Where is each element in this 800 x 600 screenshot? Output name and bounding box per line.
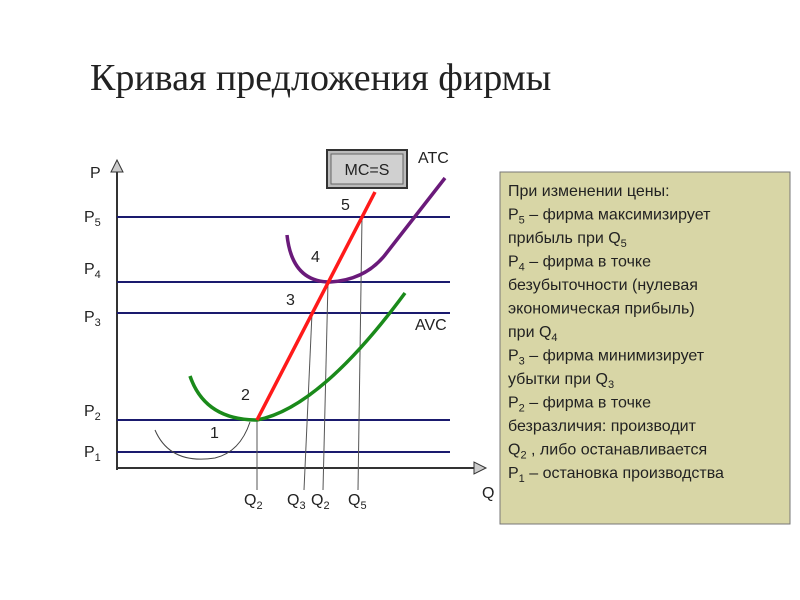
note-text: При изменении цены:	[508, 183, 670, 200]
label-base: P	[84, 444, 95, 461]
note-line: P4 – фирма в точке	[508, 254, 651, 274]
note-box	[499, 171, 791, 525]
y-arrow	[110, 158, 124, 173]
label-base: P	[84, 403, 95, 420]
label-base: Q	[244, 492, 256, 509]
note-text: P	[508, 465, 519, 482]
quantity-label: Q2	[311, 492, 330, 512]
note-text: – фирма минимизирует	[525, 348, 705, 365]
label-sub: 5	[95, 217, 101, 229]
note-line: При изменении цены:	[508, 183, 670, 200]
drop-lines	[256, 216, 363, 491]
note-text: при Q	[508, 324, 551, 341]
note-text: P	[508, 254, 519, 271]
note-line: при Q4	[508, 324, 558, 344]
label-sub: 3	[95, 317, 101, 329]
avc-curve	[188, 291, 407, 422]
note-text: безразличия: производит	[508, 418, 697, 435]
note-text: убытки при Q	[508, 371, 608, 388]
note-sub: 4	[551, 332, 557, 344]
note-line: Q2 , либо останавливается	[508, 442, 707, 462]
note-text: безубыточности (нулевая	[508, 277, 698, 294]
drop-line	[357, 216, 363, 491]
label-base: P	[84, 309, 95, 326]
shutdown-curve	[154, 421, 251, 460]
note-sub: 3	[608, 379, 614, 391]
note-text: P	[508, 348, 519, 365]
point-number: 4	[311, 249, 320, 266]
point-number: 3	[286, 292, 295, 309]
quantity-label: Q5	[348, 492, 367, 512]
note-line: убытки при Q3	[508, 371, 614, 391]
mc-curve	[255, 191, 377, 421]
label-base: Q	[311, 492, 323, 509]
price-lines	[117, 216, 450, 453]
label-sub: 3	[299, 500, 305, 512]
note-sub: 4	[519, 262, 525, 274]
note-text: прибыль при Q	[508, 230, 621, 247]
note-line: P5 – фирма максимизирует	[508, 207, 711, 227]
atc-curve	[285, 176, 447, 284]
note-sub: 5	[621, 238, 627, 250]
title: Кривая предложения фирмы	[90, 57, 551, 99]
point-number: 5	[341, 197, 350, 214]
label-sub: 2	[323, 500, 329, 512]
label-sub: 2	[95, 411, 101, 423]
note-line: P2 – фирма в точке	[508, 395, 651, 415]
drop-line	[322, 281, 329, 491]
x-axis-label: Q	[482, 485, 494, 502]
note-line: безубыточности (нулевая	[508, 277, 698, 294]
note-text: – фирма в точке	[525, 254, 651, 271]
note-sub: 2	[519, 403, 525, 415]
point-number: 2	[241, 387, 250, 404]
quantity-label: Q2	[244, 492, 263, 512]
label-base: Q	[348, 492, 360, 509]
price-label: P1	[84, 444, 101, 464]
price-label: P2	[84, 403, 101, 423]
point-number: 1	[210, 425, 219, 442]
note-text: P	[508, 395, 519, 412]
price-label: P4	[84, 261, 101, 281]
note-text: Q	[508, 442, 520, 459]
x-arrow	[473, 461, 488, 475]
note-text: – фирма в точке	[525, 395, 651, 412]
price-label: P5	[84, 209, 101, 229]
label-base: P	[84, 261, 95, 278]
drop-line	[303, 312, 313, 491]
note-sub: 1	[519, 473, 525, 485]
label-sub: 1	[95, 452, 101, 464]
note-line: прибыль при Q5	[508, 230, 627, 250]
label-sub: 5	[360, 500, 366, 512]
avc-label: AVC	[415, 317, 447, 334]
note-sub: 2	[520, 450, 526, 462]
note-text: – фирма максимизирует	[525, 207, 711, 224]
note-sub: 5	[519, 215, 525, 227]
note-text: экономическая прибыль)	[508, 301, 695, 318]
note-line: безразличия: производит	[508, 418, 697, 435]
label-base: P	[84, 209, 95, 226]
note-line: экономическая прибыль)	[508, 301, 695, 318]
y-axis-label: P	[90, 165, 101, 182]
label-sub: 4	[95, 269, 101, 281]
mc-label: MC=S	[345, 162, 390, 179]
note-line: P3 – фирма минимизирует	[508, 348, 705, 368]
note-text: , либо останавливается	[527, 442, 708, 459]
note-text: – остановка производства	[525, 465, 724, 482]
price-label: P3	[84, 309, 101, 329]
note-sub: 3	[519, 356, 525, 368]
quantity-label: Q3	[287, 492, 306, 512]
label-base: Q	[287, 492, 299, 509]
note-text: P	[508, 207, 519, 224]
label-sub: 2	[256, 500, 262, 512]
note-line: P1 – остановка производства	[508, 465, 724, 485]
mc-box-inner	[330, 153, 404, 185]
atc-label: ATC	[418, 150, 449, 167]
